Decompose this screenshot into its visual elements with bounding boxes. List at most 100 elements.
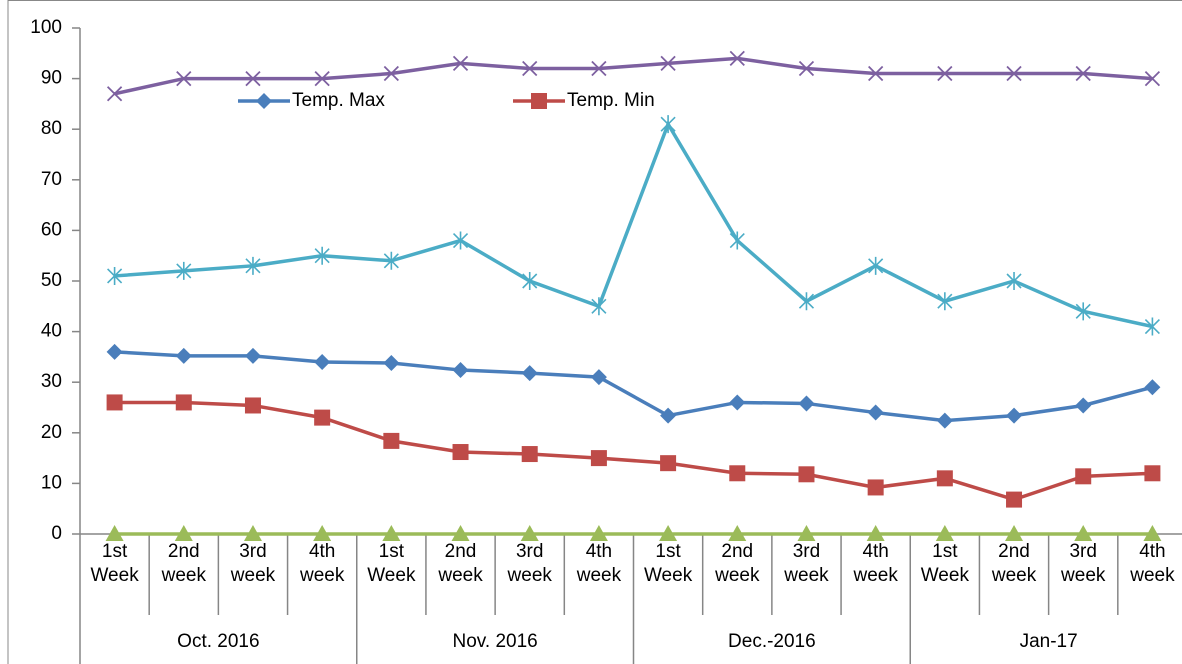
- marker: [174, 525, 193, 541]
- x-tick-label: 2nd week: [991, 541, 1037, 586]
- marker: [105, 525, 124, 541]
- x-tick-label: 4th week: [299, 541, 345, 586]
- marker: [1005, 525, 1024, 541]
- marker: [1006, 272, 1022, 290]
- marker: [729, 231, 745, 250]
- marker: [729, 50, 745, 66]
- marker: [520, 525, 539, 541]
- legend-marker: [531, 93, 547, 109]
- marker: [383, 65, 399, 82]
- marker: [729, 465, 746, 482]
- series-line: [114, 350, 1153, 423]
- x-tick-label: 2nd week: [161, 541, 206, 586]
- marker: [451, 525, 470, 541]
- marker: [521, 365, 538, 382]
- marker: [452, 362, 469, 379]
- marker: [660, 115, 676, 134]
- marker: [660, 407, 677, 424]
- marker: [106, 343, 123, 360]
- marker: [591, 60, 607, 77]
- x-tick-label: 4th week: [853, 541, 898, 586]
- group-label: Nov. 2016: [452, 631, 538, 652]
- x-tick-label: 1st Week: [643, 541, 693, 586]
- marker: [314, 246, 330, 265]
- group-label: Dec.-2016: [728, 631, 816, 652]
- marker: [867, 404, 884, 421]
- x-tick-label: 2nd week: [438, 541, 483, 586]
- y-tick-label: 70: [41, 169, 62, 190]
- marker: [1075, 302, 1091, 321]
- series-line: [114, 56, 1153, 96]
- y-tick-label: 50: [41, 270, 62, 291]
- marker: [660, 55, 676, 72]
- marker: [176, 261, 192, 280]
- marker: [107, 266, 123, 285]
- marker: [1144, 465, 1161, 482]
- y-tick-label: 100: [30, 17, 62, 38]
- marker: [244, 347, 261, 364]
- y-tick-label: 90: [41, 68, 62, 89]
- marker: [313, 525, 332, 541]
- series-line: [114, 120, 1153, 329]
- marker: [867, 479, 884, 496]
- marker: [797, 525, 816, 541]
- group-label: Jan-17: [1019, 631, 1078, 652]
- marker: [1075, 397, 1092, 414]
- marker: [106, 86, 123, 102]
- marker: [452, 231, 469, 250]
- marker: [798, 395, 815, 412]
- marker: [1075, 65, 1091, 82]
- marker: [936, 470, 953, 487]
- marker: [314, 70, 330, 87]
- marker: [798, 292, 815, 311]
- marker: [522, 60, 538, 77]
- marker: [868, 65, 884, 82]
- marker: [798, 466, 815, 483]
- x-tick-label: 2nd week: [715, 541, 760, 586]
- group-label: Oct. 2016: [177, 631, 260, 652]
- legend-label: Temp. Min: [567, 90, 655, 111]
- x-tick-label: 3rd week: [1061, 541, 1106, 586]
- marker: [1144, 379, 1161, 396]
- marker: [590, 369, 607, 386]
- marker: [314, 409, 331, 426]
- marker: [591, 297, 607, 316]
- marker: [314, 353, 331, 370]
- marker: [521, 446, 538, 463]
- x-tick-label: 3rd week: [507, 541, 552, 586]
- x-tick-label: 3rd week: [784, 541, 829, 586]
- marker: [175, 394, 192, 411]
- marker: [936, 412, 953, 429]
- marker: [589, 525, 608, 541]
- marker: [1144, 317, 1160, 336]
- series-line: [114, 400, 1153, 502]
- marker: [935, 525, 954, 541]
- marker: [245, 70, 261, 87]
- y-tick-label: 30: [41, 371, 62, 392]
- marker: [452, 55, 469, 72]
- x-tick-label: 1st Week: [920, 541, 969, 586]
- marker: [106, 394, 123, 411]
- marker: [937, 292, 953, 311]
- y-tick-label: 0: [51, 523, 62, 544]
- marker: [798, 60, 815, 77]
- marker: [1006, 65, 1022, 82]
- y-tick-label: 20: [41, 422, 62, 443]
- y-tick-label: 60: [41, 219, 62, 240]
- y-tick-label: 40: [41, 321, 62, 342]
- marker: [382, 525, 401, 541]
- legend-marker: [256, 93, 272, 109]
- x-tick-label: 4th week: [576, 541, 622, 586]
- marker: [866, 525, 885, 541]
- marker: [728, 525, 747, 541]
- marker: [1074, 525, 1093, 541]
- marker: [1006, 407, 1023, 424]
- legend-label: Temp. Max: [292, 90, 385, 111]
- marker: [1144, 70, 1161, 87]
- marker: [176, 70, 192, 87]
- marker: [660, 455, 677, 472]
- marker: [245, 256, 261, 275]
- marker: [659, 525, 678, 541]
- marker: [590, 450, 607, 467]
